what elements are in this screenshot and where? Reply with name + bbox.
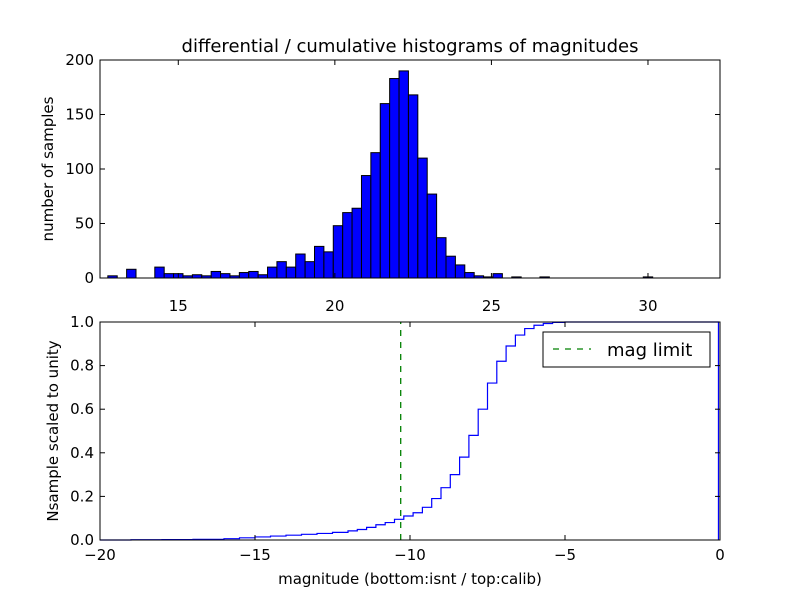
histogram-x-tick-label: 20 [325,297,344,315]
histogram-y-tick-label: 200 [65,51,94,69]
histogram-bar [436,237,447,279]
histogram-bar [126,268,137,279]
cumulative-x-tick-label: −10 [394,546,426,564]
histogram-bar [276,261,287,279]
histogram-bar [163,273,175,279]
histogram-bar [267,266,278,279]
histogram-panel: 15 20 25 30 0 50 100 150 200 differential / cum… [39,36,721,315]
histogram-y-axis-label: number of samples [39,96,57,241]
chart-title: differential / cumulative histograms of … [182,36,639,57]
cumulative-x-tick-label: −20 [84,546,116,564]
histogram-bar [454,264,466,279]
histogram-bar [351,207,362,279]
histogram-y-tick-label: 100 [65,160,94,178]
histogram-x-ticks: 15 20 25 30 [169,60,658,315]
cumulative-y-tick-label: 0.0 [70,531,94,549]
cumulative-x-ticks: −20 −15 −10 −5 0 [84,322,725,564]
histogram-bar [304,261,315,279]
cumulative-y-axis-label: Nsample scaled to unity [44,340,62,521]
cumulative-x-tick-label: −5 [554,546,576,564]
histogram-y-ticks: 0 50 100 150 200 [65,51,720,287]
cumulative-y-tick-label: 0.6 [70,400,94,418]
histogram-bar [313,245,325,279]
histogram-bar [389,78,400,279]
histogram-bar [379,103,391,279]
histogram-bar [342,212,353,279]
histogram-bar [360,175,372,279]
histogram-bar [445,255,456,279]
cumulative-panel: −20 −15 −10 −5 0 0.0 0.2 0.4 0.6 0.8 1.0 magnitud… [44,313,725,588]
legend-label-mag-limit: mag limit [607,340,692,361]
histogram-x-tick-label: 15 [169,297,188,315]
histogram-bar [295,253,306,279]
histogram-bar [332,225,344,279]
histogram-bar [464,272,475,279]
histogram-bar [370,152,381,279]
cumulative-lines [100,321,720,541]
histogram-bar [220,273,231,279]
histogram-x-tick-label: 25 [482,297,501,315]
histogram-y-tick-label: 0 [84,269,94,287]
histogram-bar [398,70,409,279]
cumulative-y-ticks: 0.0 0.2 0.4 0.6 0.8 1.0 [70,313,720,549]
cumulative-step-line [100,321,720,541]
cumulative-y-tick-label: 0.4 [70,444,94,462]
histogram-bar [407,94,419,279]
histogram-bar [238,272,250,279]
histogram-x-tick-label: 30 [638,297,657,315]
cumulative-x-axis-label: magnitude (bottom:isnt / top:calib) [278,570,542,588]
cumulative-y-tick-label: 0.8 [70,357,94,375]
histogram-y-tick-label: 50 [75,215,94,233]
histogram-bar [323,251,334,279]
cumulative-x-tick-label: −15 [239,546,271,564]
histogram-bar [492,273,503,279]
histogram-y-tick-label: 150 [65,106,94,124]
cumulative-y-tick-label: 1.0 [70,313,94,331]
histogram-bar [417,157,428,279]
histogram-bar [210,270,222,279]
histogram-bar [154,266,165,279]
histogram-bar [248,270,259,279]
legend: mag limit [542,331,711,368]
histogram-bar [285,266,297,279]
cumulative-y-tick-label: 0.2 [70,487,94,505]
histogram-bar [426,193,438,279]
cumulative-x-tick-label: 0 [715,546,725,564]
